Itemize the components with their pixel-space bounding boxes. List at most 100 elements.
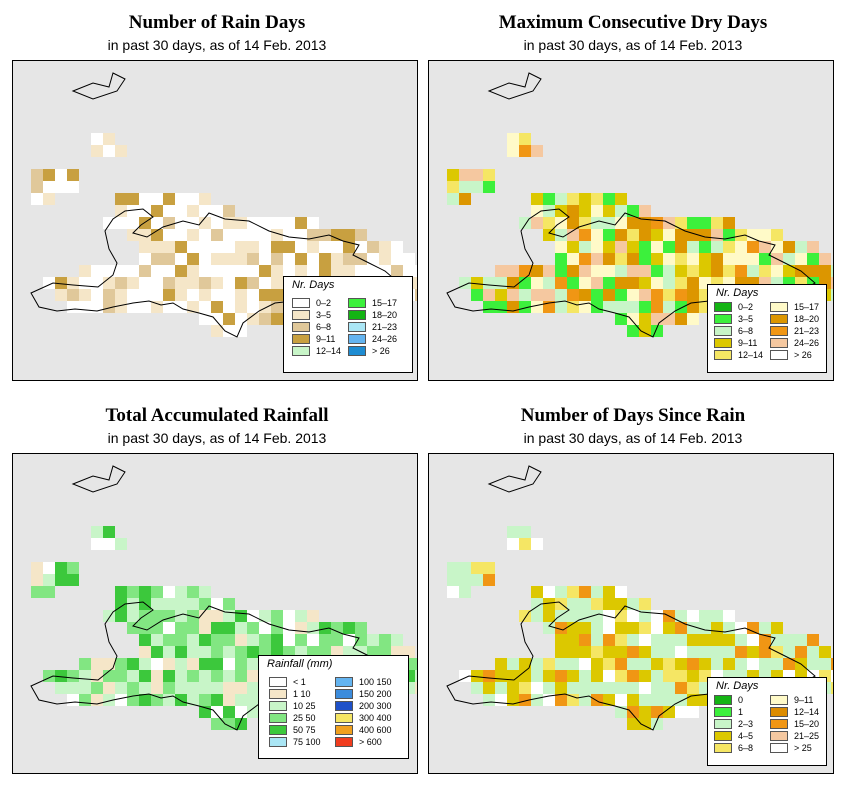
legend-item: 6–8 — [292, 321, 331, 332]
legend-label: 300 400 — [359, 712, 392, 723]
legend-swatch — [269, 700, 287, 711]
grid-cell — [483, 277, 495, 289]
grid-cell — [103, 145, 115, 157]
grid-cell — [627, 670, 639, 682]
grid-cell — [471, 670, 483, 682]
grid-cell — [555, 301, 567, 313]
grid-cell — [591, 622, 603, 634]
grid-cell — [507, 265, 519, 277]
grid-cell — [579, 229, 591, 241]
grid-cell — [555, 610, 567, 622]
legend-swatch — [714, 706, 732, 717]
grid-cell — [295, 610, 307, 622]
grid-cell — [67, 301, 79, 313]
grid-cell — [211, 205, 223, 217]
grid-cell — [139, 610, 151, 622]
grid-cell — [495, 277, 507, 289]
grid-cell — [163, 598, 175, 610]
legend-item: 25 50 — [269, 712, 316, 723]
grid-cell — [519, 526, 531, 538]
grid-cell — [211, 229, 223, 241]
legend-item: 9–11 — [770, 694, 813, 705]
grid-cell — [127, 610, 139, 622]
grid-cell — [259, 277, 271, 289]
grid-cell — [651, 622, 663, 634]
grid-cell — [579, 205, 591, 217]
grid-cell — [663, 301, 675, 313]
grid-cell — [627, 694, 639, 706]
grid-cell — [759, 646, 771, 658]
grid-cell — [115, 610, 127, 622]
grid-cell — [163, 610, 175, 622]
legend-label: 12–14 — [316, 345, 342, 356]
grid-cell — [163, 646, 175, 658]
grid-cell — [115, 145, 127, 157]
grid-cell — [747, 253, 759, 265]
grid-cell — [271, 277, 283, 289]
grid-cell — [235, 289, 247, 301]
grid-cell — [163, 658, 175, 670]
grid-cell — [591, 634, 603, 646]
grid-cell — [199, 658, 211, 670]
grid-cell — [199, 205, 211, 217]
panel-max-dry-days: Maximum Consecutive Dry Days in past 30 … — [428, 0, 838, 385]
grid-cell — [187, 634, 199, 646]
grid-cell — [531, 301, 543, 313]
grid-cell — [247, 265, 259, 277]
grid-cell — [723, 265, 735, 277]
grid-cell — [355, 241, 367, 253]
grid-cell — [127, 289, 139, 301]
grid-cell — [735, 646, 747, 658]
grid-cell — [663, 277, 675, 289]
grid-cell — [175, 193, 187, 205]
grid-cell — [675, 301, 687, 313]
grid-cell — [235, 610, 247, 622]
grid-cell — [759, 241, 771, 253]
grid-cell — [459, 586, 471, 598]
legend-item: > 25 — [770, 742, 812, 753]
legend-swatch — [348, 309, 366, 320]
grid-cell — [531, 145, 543, 157]
grid-cell — [819, 265, 831, 277]
grid-cell — [807, 253, 819, 265]
grid-cell — [79, 265, 91, 277]
grid-cell — [319, 265, 331, 277]
grid-cell — [567, 598, 579, 610]
grid-cell — [567, 610, 579, 622]
grid-cell — [459, 193, 471, 205]
grid-cell — [483, 682, 495, 694]
grid-cell — [471, 277, 483, 289]
legend-label: 25 50 — [293, 712, 316, 723]
grid-cell — [567, 205, 579, 217]
grid-cell — [567, 658, 579, 670]
grid-cell — [567, 646, 579, 658]
grid-cell — [795, 253, 807, 265]
grid-cell — [507, 289, 519, 301]
grid-cell — [735, 253, 747, 265]
grid-cell — [235, 670, 247, 682]
grid-cell — [591, 586, 603, 598]
legend-item: 9–11 — [714, 337, 757, 348]
grid-cell — [259, 229, 271, 241]
grid-cell — [639, 241, 651, 253]
grid-cell — [187, 598, 199, 610]
grid-cell — [675, 646, 687, 658]
grid-cell — [495, 658, 507, 670]
grid-cell — [151, 241, 163, 253]
grid-cell — [555, 193, 567, 205]
grid-cell — [615, 205, 627, 217]
grid-cell — [651, 634, 663, 646]
grid-cell — [651, 265, 663, 277]
grid-cell — [103, 301, 115, 313]
legend-item: 3–5 — [714, 313, 753, 324]
grid-cell — [603, 634, 615, 646]
grid-cell — [391, 241, 403, 253]
grid-cell — [223, 265, 235, 277]
grid-cell — [271, 634, 283, 646]
grid-cell — [151, 634, 163, 646]
grid-cell — [187, 586, 199, 598]
grid-cell — [531, 694, 543, 706]
grid-cell — [627, 205, 639, 217]
grid-cell — [163, 241, 175, 253]
grid-cell — [235, 277, 247, 289]
